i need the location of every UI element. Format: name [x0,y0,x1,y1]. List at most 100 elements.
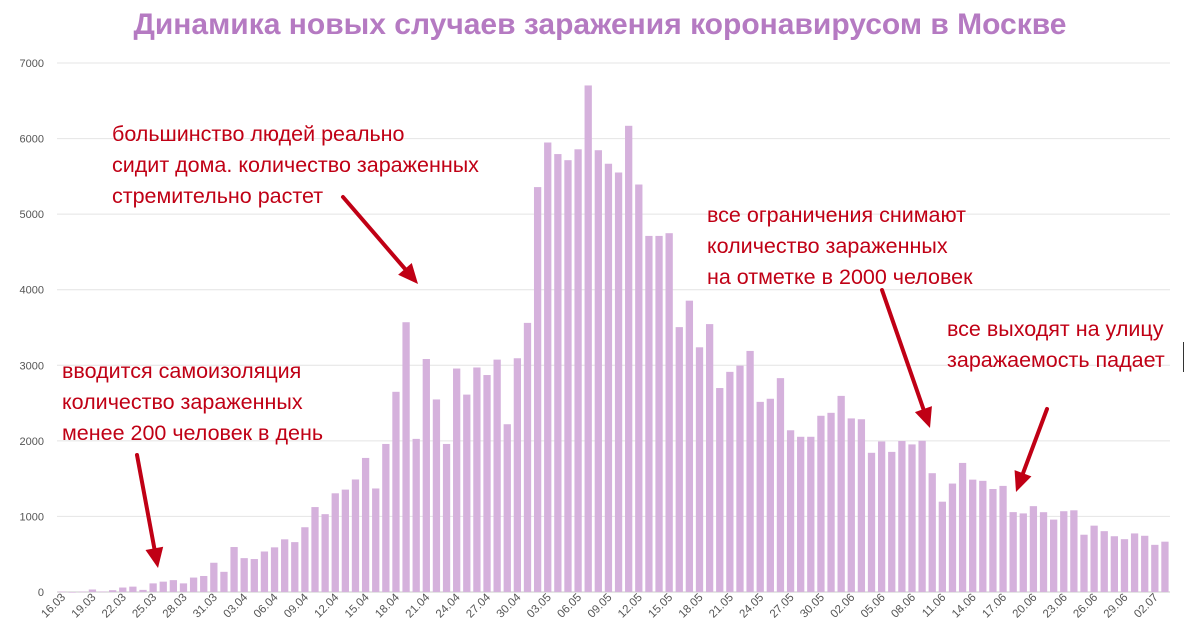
annotation-people-go-out: все выходят на улицу заражаемость падает [947,317,1165,372]
bar [169,580,178,592]
bar [837,395,845,592]
bar [1019,513,1027,592]
bar [98,591,107,593]
x-tick-label: 25.03 [130,592,159,621]
bar [129,586,137,592]
bar [119,587,127,592]
bar [979,480,987,592]
x-tick-label: 24.04 [434,591,463,620]
bar [594,150,602,592]
annotation-self-isolation: вводится самоизоляция количество заражен… [62,359,324,445]
x-tick-label: 24.05 [737,592,766,621]
bar [807,436,815,592]
bar [544,142,552,592]
bar [675,327,683,592]
bar [716,388,724,592]
bar [503,424,511,592]
bar [665,233,673,592]
bar [260,551,269,592]
bar [1161,541,1169,592]
annotation-arrow [341,195,418,284]
bar [1120,539,1129,592]
bar [321,514,329,592]
bar [938,501,946,592]
annotation-arrow [135,453,164,568]
bar [372,488,380,592]
y-tick-label: 1000 [20,511,44,523]
y-tick-label: 0 [38,587,44,599]
bar [412,438,420,592]
bar [1141,535,1149,592]
bar [139,589,147,592]
x-tick-label: 26.06 [1071,592,1100,621]
bar [564,160,572,592]
bar [614,172,623,592]
chart-title: Динамика новых случаев заражения коронав… [133,8,1067,41]
bar [311,507,319,592]
bar [68,592,76,593]
x-tick-label: 14.06 [950,592,979,621]
bar-layer [58,85,1169,593]
bar [1100,531,1108,592]
bar [958,462,967,592]
x-tick-label: 21.05 [707,592,736,621]
bar [240,558,248,592]
bar [1050,519,1058,592]
bar [301,527,309,592]
bar [635,184,643,592]
x-tick-label: 12.05 [616,592,645,621]
bar [88,589,97,592]
bar [867,452,876,592]
bar [908,444,916,592]
bar [817,415,825,592]
bar [756,401,764,592]
bar [928,473,936,592]
bar [149,583,157,592]
bar [210,562,218,592]
bar [361,457,370,592]
bar [827,412,835,592]
x-tick-label: 30.04 [495,591,524,620]
bar [726,371,734,592]
bar [402,322,410,592]
bar [695,347,704,592]
bar [898,441,906,592]
bar [270,547,279,592]
bar [1009,512,1017,592]
bar [1060,511,1068,592]
bar [857,419,866,592]
x-tick-label: 31.03 [191,592,220,621]
x-tick-label: 18.04 [373,591,402,620]
grid-layer [57,62,1170,593]
bar [351,479,360,592]
bar [1029,506,1038,592]
annotation-restrictions-lifted: все ограничения снимают количество зараж… [707,203,973,289]
bar [1151,544,1159,592]
x-tick-label: 05.06 [859,592,888,621]
bar [291,542,299,592]
bar [918,440,926,592]
bar [847,418,855,592]
bar [78,591,86,593]
bar [989,489,997,592]
bar [746,350,754,592]
bar [584,85,592,592]
text-cursor [1183,342,1184,372]
y-tick-label: 6000 [20,134,44,146]
annotation-arrow [1014,407,1049,492]
x-tick-label: 15.04 [343,591,372,620]
x-tick-label: 06.05 [555,592,584,621]
bar [422,359,430,592]
bar [473,367,481,592]
bar [533,187,542,592]
bar [1130,533,1139,592]
bar [392,391,400,592]
x-tick-label: 27.05 [768,592,797,621]
bar [341,489,350,592]
bar [179,583,188,592]
x-tick-label: 30.05 [798,592,827,621]
x-tick-label: 09.04 [282,591,311,620]
bar [109,590,117,592]
bar [483,375,491,592]
